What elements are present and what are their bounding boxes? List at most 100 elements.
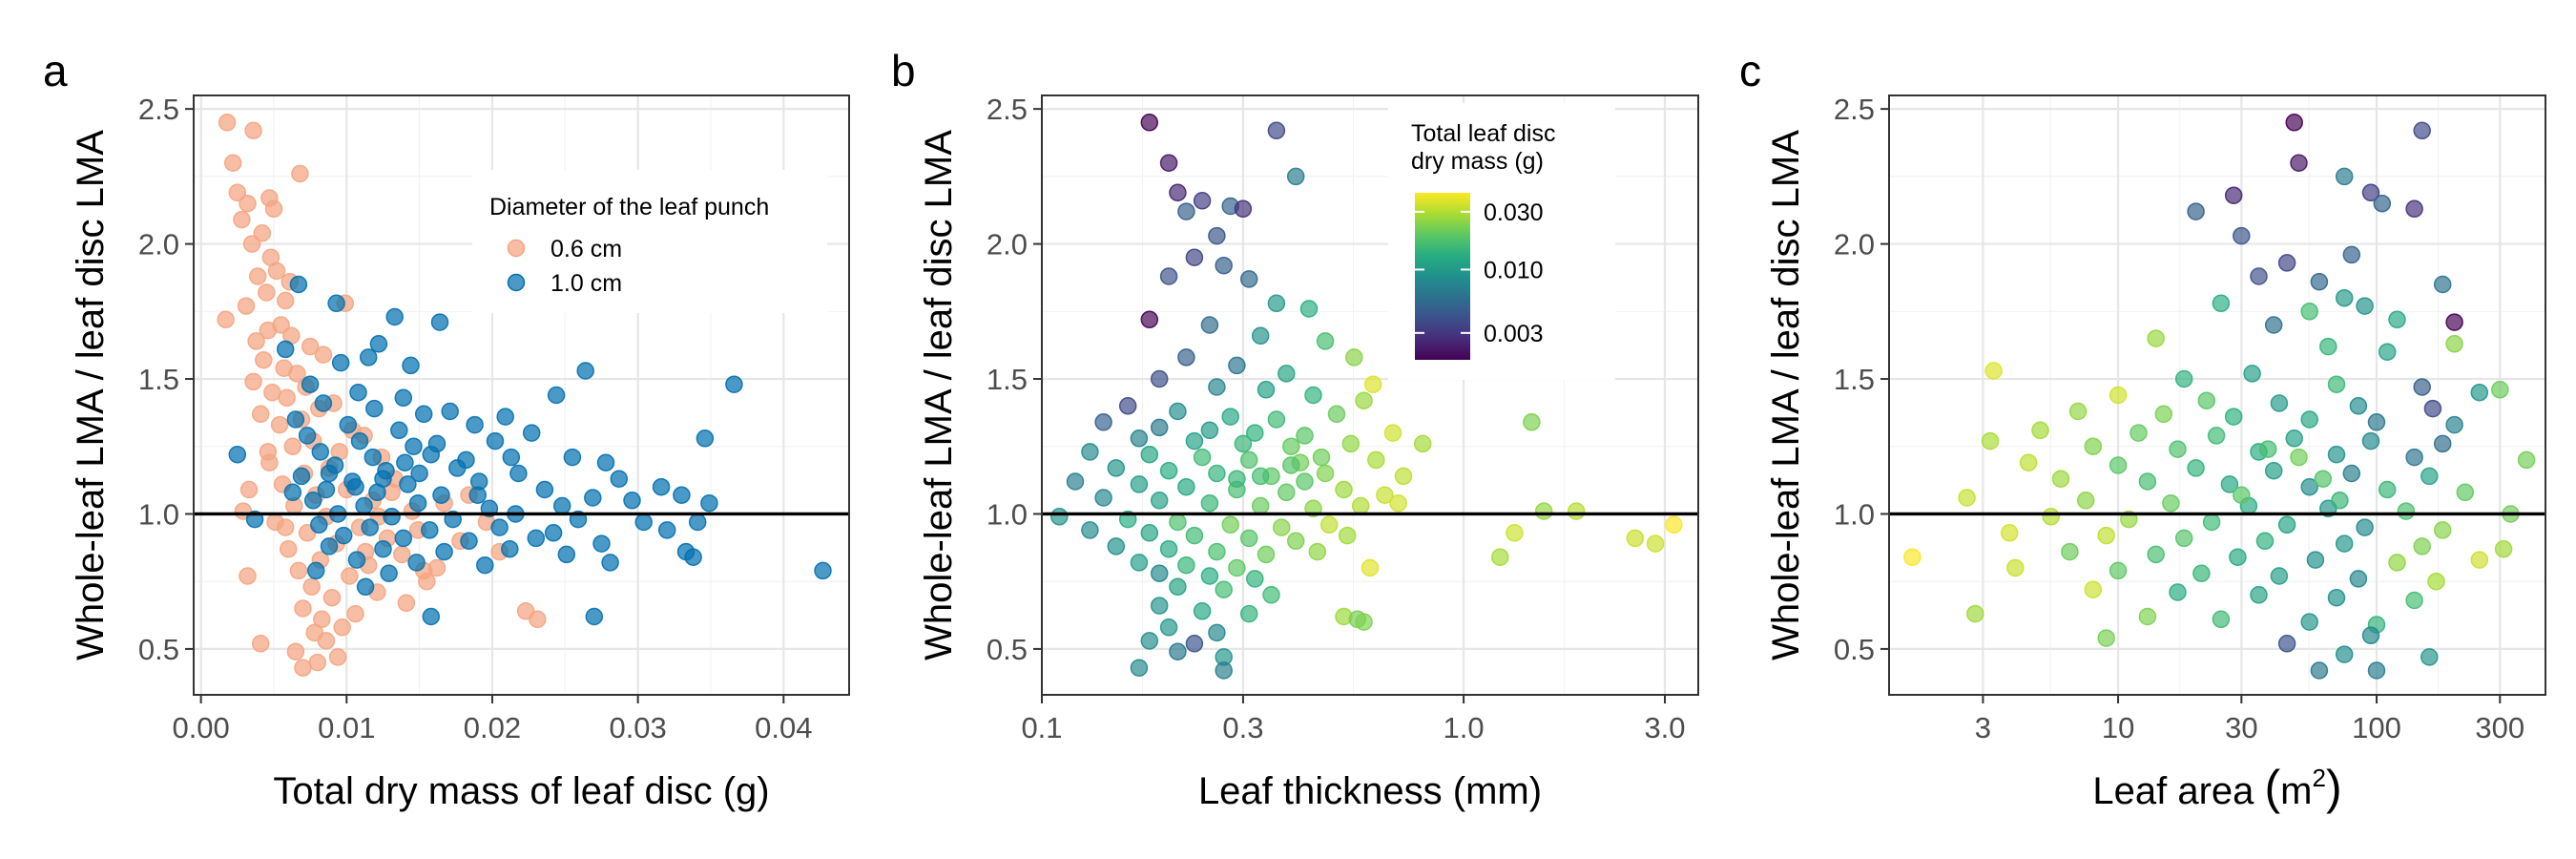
data-point — [1355, 613, 1373, 631]
data-point — [364, 448, 383, 467]
data-point — [2445, 313, 2463, 331]
x-axis-title-text: Leaf area — [2092, 770, 2264, 812]
data-point — [1319, 515, 1339, 534]
data-point — [1150, 492, 1169, 510]
data-point — [1200, 493, 1219, 513]
data-point — [2264, 316, 2283, 334]
data-point — [1200, 316, 1219, 334]
y-tick-label: 1.0 — [987, 497, 1028, 531]
y-tick-label: 0.5 — [987, 633, 1028, 666]
data-point — [1107, 459, 1126, 477]
data-point — [2397, 502, 2416, 520]
data-point — [2342, 464, 2361, 483]
data-point — [2427, 572, 2445, 591]
data-point — [527, 529, 546, 548]
data-point — [1257, 545, 1276, 564]
data-point — [1208, 464, 1226, 483]
colorbar-label: 0.010 — [1484, 257, 1544, 283]
data-point — [1299, 300, 1319, 318]
data-point — [1169, 642, 1187, 660]
data-point — [359, 348, 378, 367]
data-point — [2349, 570, 2368, 588]
data-point — [251, 405, 270, 424]
data-point — [2335, 534, 2354, 553]
data-point — [2373, 194, 2392, 213]
data-point — [2405, 591, 2423, 610]
data-point — [1228, 356, 1246, 375]
data-point — [2367, 661, 2386, 680]
gridlines — [1889, 95, 2545, 695]
data-point — [2470, 551, 2489, 569]
data-point — [557, 545, 576, 564]
data-point — [228, 445, 247, 464]
data-point — [2109, 386, 2128, 405]
data-point — [476, 555, 494, 575]
data-point — [2327, 445, 2346, 464]
data-point — [311, 443, 330, 461]
data-point — [1193, 448, 1212, 467]
data-point — [1140, 632, 1159, 650]
data-point — [657, 521, 676, 539]
y-tick-label: 0.5 — [138, 633, 179, 666]
data-point — [490, 518, 509, 536]
data-point — [1626, 529, 1645, 548]
data-point — [1177, 202, 1195, 220]
data-point — [349, 383, 367, 402]
data-point — [1984, 362, 2003, 380]
data-point — [2314, 470, 2333, 488]
data-point — [2250, 267, 2268, 285]
data-point — [700, 493, 718, 513]
legend-title: Diameter of the leaf punch — [489, 194, 769, 220]
data-point — [634, 513, 653, 532]
data-point — [2042, 508, 2060, 526]
data-point — [2413, 378, 2431, 396]
data-point — [294, 599, 312, 618]
data-point — [1185, 248, 1204, 266]
data-point — [427, 434, 447, 453]
panel-letter: a — [43, 46, 68, 95]
data-point — [2378, 343, 2397, 361]
data-point — [2405, 199, 2423, 219]
data-point — [322, 588, 342, 607]
data-point — [466, 415, 484, 434]
panel-letter: b — [891, 46, 916, 95]
data-point — [2187, 202, 2205, 220]
data-point — [314, 346, 333, 364]
data-point — [2361, 183, 2380, 202]
data-point — [1107, 537, 1126, 555]
data-point — [310, 515, 328, 534]
data-point — [1130, 554, 1149, 572]
x-tick-label: 0.01 — [318, 711, 375, 744]
data-point — [2300, 410, 2318, 429]
data-point — [2097, 526, 2115, 545]
data-point — [1130, 430, 1149, 448]
data-point — [502, 448, 521, 467]
data-point — [1221, 515, 1239, 534]
data-point — [1345, 348, 1363, 367]
data-point — [486, 431, 505, 450]
data-point — [390, 421, 408, 440]
plot-frame — [1888, 94, 2546, 696]
data-point — [414, 405, 433, 424]
data-point — [2187, 459, 2205, 477]
data-point — [1327, 405, 1346, 424]
data-point — [2494, 539, 2513, 558]
data-point — [460, 532, 478, 551]
data-point — [535, 480, 554, 499]
data-point — [2413, 121, 2431, 140]
plot-frame — [1041, 94, 1699, 696]
data-point — [585, 607, 604, 626]
data-point — [394, 388, 413, 408]
data-point — [2277, 515, 2296, 534]
data-point — [2174, 529, 2193, 548]
data-point — [1267, 121, 1286, 140]
data-point — [601, 554, 619, 572]
y-tick-label: 2.5 — [987, 93, 1028, 126]
data-point — [239, 480, 259, 499]
data-point — [1228, 558, 1246, 577]
data-point — [1050, 508, 1069, 526]
data-point — [2285, 430, 2303, 448]
y-tick-label: 2.0 — [987, 228, 1028, 262]
data-point — [2084, 580, 2103, 598]
data-point — [1363, 375, 1382, 393]
